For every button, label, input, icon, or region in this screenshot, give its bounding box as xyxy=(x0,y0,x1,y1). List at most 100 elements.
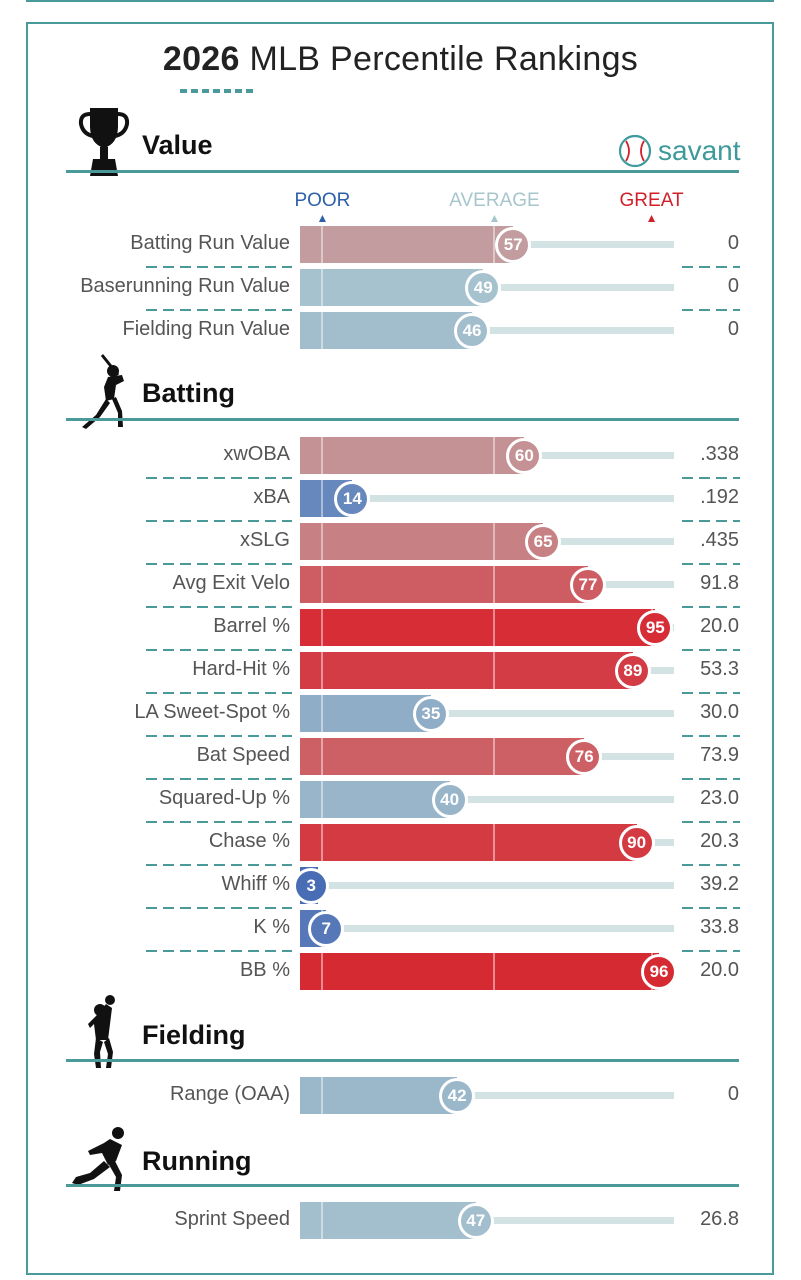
section-title-value: Value xyxy=(142,130,213,160)
percentile-badge-xba[interactable]: 14 xyxy=(334,480,371,517)
row-divider-left xyxy=(146,692,292,694)
metric-label-xba: xBA xyxy=(253,486,290,508)
bar-fielding-run-value[interactable] xyxy=(300,312,473,349)
scale-great-label: GREAT ▲ xyxy=(592,190,712,224)
percentile-badge-chase[interactable]: 90 xyxy=(618,824,655,861)
baseball-icon xyxy=(618,134,652,168)
gridline-xba-0 xyxy=(321,480,324,517)
bar-bb[interactable] xyxy=(300,953,660,990)
bar-squared-up[interactable] xyxy=(300,781,450,818)
percentile-badge-batting-run-value[interactable]: 57 xyxy=(495,226,532,263)
percentile-badge-la-sweet-spot[interactable]: 35 xyxy=(412,695,449,732)
row-divider-right xyxy=(682,950,740,952)
metric-label-sprint-speed: Sprint Speed xyxy=(174,1208,290,1230)
average-arrow-icon: ▲ xyxy=(488,211,501,225)
percentile-badge-whiff[interactable]: 3 xyxy=(293,867,330,904)
section-divider-fielding xyxy=(66,1059,739,1062)
gridline-range-oaa-0 xyxy=(321,1077,324,1114)
bar-xwoba[interactable] xyxy=(300,437,525,474)
metric-value-bb: 20.0 xyxy=(700,959,739,981)
metric-label-avg-exit-velo: Avg Exit Velo xyxy=(172,572,290,594)
bar-xslg[interactable] xyxy=(300,523,544,560)
metric-value-avg-exit-velo: 91.8 xyxy=(700,572,739,594)
percentile-badge-bb[interactable]: 96 xyxy=(641,953,678,990)
track-range-oaa xyxy=(300,1092,674,1099)
gridline-fielding-run-value-0 xyxy=(321,312,324,349)
percentile-badge-fielding-run-value[interactable]: 46 xyxy=(454,312,491,349)
metric-label-barrel: Barrel % xyxy=(213,615,290,637)
percentile-badge-hard-hit[interactable]: 89 xyxy=(614,652,651,689)
bar-la-sweet-spot[interactable] xyxy=(300,695,431,732)
metric-value-squared-up: 23.0 xyxy=(700,787,739,809)
track-whiff xyxy=(300,882,674,889)
metric-value-sprint-speed: 26.8 xyxy=(700,1208,739,1230)
gridline-hard-hit-0 xyxy=(321,652,324,689)
metric-value-range-oaa: 0 xyxy=(727,1083,739,1105)
bar-baserunning-run-value[interactable] xyxy=(300,269,484,306)
row-divider-left xyxy=(146,520,292,522)
runner-icon xyxy=(72,1127,124,1191)
average-text: AVERAGE xyxy=(449,190,540,211)
metric-value-whiff: 39.2 xyxy=(700,873,739,895)
gridline-chase-0 xyxy=(321,824,324,861)
row-divider-left xyxy=(146,864,292,866)
metric-label-whiff: Whiff % xyxy=(221,873,290,895)
percentile-badge-squared-up[interactable]: 40 xyxy=(431,781,468,818)
gridline-sprint-speed-0 xyxy=(321,1202,324,1239)
track-k xyxy=(300,925,674,932)
bar-bat-speed[interactable] xyxy=(300,738,585,775)
bar-batting-run-value[interactable] xyxy=(300,226,514,263)
poor-arrow-icon: ▲ xyxy=(316,211,329,225)
title-year: 2026 xyxy=(162,40,240,78)
gridline-baserunning-run-value-0 xyxy=(321,269,324,306)
percentile-badge-range-oaa[interactable]: 42 xyxy=(439,1077,476,1114)
percentile-badge-xwoba[interactable]: 60 xyxy=(506,437,543,474)
card-frame xyxy=(26,22,774,1275)
gridline-xwoba-1 xyxy=(493,437,496,474)
scale-average-label: AVERAGE ▲ xyxy=(434,190,554,224)
row-divider-left xyxy=(146,649,292,651)
metric-value-la-sweet-spot: 30.0 xyxy=(700,701,739,723)
percentile-badge-bat-speed[interactable]: 76 xyxy=(566,738,603,775)
row-divider-right xyxy=(682,907,740,909)
percentile-badge-baserunning-run-value[interactable]: 49 xyxy=(465,269,502,306)
bar-hard-hit[interactable] xyxy=(300,652,633,689)
metric-value-baserunning-run-value: 0 xyxy=(727,275,739,297)
percentile-badge-barrel[interactable]: 95 xyxy=(637,609,674,646)
percentile-badge-avg-exit-velo[interactable]: 77 xyxy=(569,566,606,603)
bar-chase[interactable] xyxy=(300,824,637,861)
poor-text: POOR xyxy=(294,190,351,211)
percentile-badge-xslg[interactable]: 65 xyxy=(525,523,562,560)
gridline-bat-speed-1 xyxy=(493,738,496,775)
metric-value-bat-speed: 73.9 xyxy=(700,744,739,766)
bar-avg-exit-velo[interactable] xyxy=(300,566,588,603)
savant-text: savant xyxy=(658,135,741,166)
savant-logo[interactable]: savant xyxy=(618,133,741,169)
row-divider-right xyxy=(682,266,740,268)
bar-sprint-speed[interactable] xyxy=(300,1202,476,1239)
great-arrow-icon: ▲ xyxy=(645,211,658,225)
row-divider-right xyxy=(682,309,740,311)
bar-barrel[interactable] xyxy=(300,609,656,646)
metric-label-la-sweet-spot: LA Sweet-Spot % xyxy=(134,701,290,723)
percentile-badge-sprint-speed[interactable]: 47 xyxy=(457,1202,494,1239)
row-divider-left xyxy=(146,606,292,608)
gridline-hard-hit-1 xyxy=(493,652,496,689)
track-la-sweet-spot xyxy=(300,710,674,717)
title-text: MLB Percentile Rankings xyxy=(249,40,639,78)
row-divider-left xyxy=(146,735,292,737)
metric-label-squared-up: Squared-Up % xyxy=(158,787,290,809)
metric-value-fielding-run-value: 0 xyxy=(727,318,739,340)
bar-range-oaa[interactable] xyxy=(300,1077,458,1114)
gridline-barrel-1 xyxy=(493,609,496,646)
metric-label-bb: BB % xyxy=(239,959,290,981)
percentile-badge-k[interactable]: 7 xyxy=(308,910,345,947)
row-divider-left xyxy=(146,309,292,311)
metric-label-bat-speed: Bat Speed xyxy=(196,744,290,766)
row-divider-right xyxy=(682,735,740,737)
gridline-avg-exit-velo-0 xyxy=(321,566,324,603)
gridline-xwoba-0 xyxy=(321,437,324,474)
row-divider-right xyxy=(682,778,740,780)
row-divider-right xyxy=(682,649,740,651)
top-border-line xyxy=(26,0,774,2)
